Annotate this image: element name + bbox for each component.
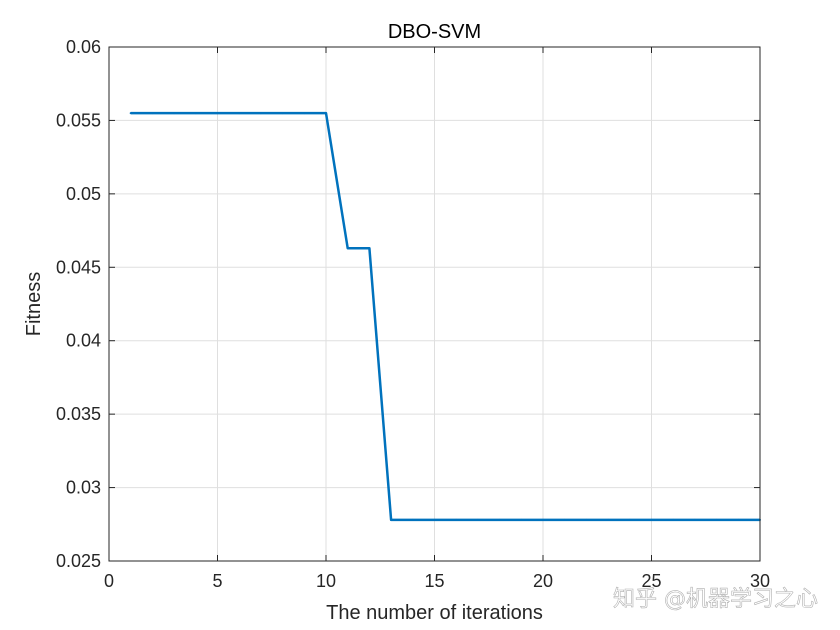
data-point <box>455 518 458 521</box>
x-tick-label: 30 <box>750 571 770 591</box>
data-point <box>498 518 501 521</box>
data-point <box>693 518 696 521</box>
data-point <box>259 112 262 115</box>
data-point <box>173 112 176 115</box>
data-point <box>411 518 414 521</box>
data-point <box>390 518 393 521</box>
x-tick-label: 25 <box>641 571 661 591</box>
y-tick-label: 0.04 <box>66 331 101 351</box>
data-point <box>520 518 523 521</box>
data-point <box>476 518 479 521</box>
data-point <box>216 112 219 115</box>
x-tick-label: 20 <box>533 571 553 591</box>
data-point <box>346 247 349 250</box>
data-point <box>194 112 197 115</box>
data-point <box>281 112 284 115</box>
data-point <box>628 518 631 521</box>
y-tick-label: 0.055 <box>56 110 101 130</box>
y-tick-label: 0.035 <box>56 404 101 424</box>
series-layer <box>129 111 761 522</box>
data-point <box>151 112 154 115</box>
x-axis-title: The number of iterations <box>326 602 543 624</box>
y-tick-labels: 0.025 0.03 0.035 0.04 0.045 0.05 0.055 0.06 <box>56 37 101 571</box>
data-point <box>325 112 327 115</box>
data-point <box>303 112 306 115</box>
data-point <box>542 518 544 521</box>
x-tick-label: 10 <box>316 571 336 591</box>
data-point <box>585 518 588 521</box>
data-point <box>715 518 718 521</box>
x-tick-label: 15 <box>424 571 444 591</box>
data-point <box>368 247 371 250</box>
tick-marks <box>108 46 761 562</box>
series-line-0 <box>130 111 760 522</box>
x-tick-label: 0 <box>104 571 114 591</box>
y-axis-title: Fitness <box>23 272 45 336</box>
x-tick-label: 5 <box>212 571 222 591</box>
data-point <box>650 518 653 521</box>
data-point <box>563 518 566 521</box>
data-point <box>672 518 675 521</box>
data-point <box>238 112 241 115</box>
chart-title: DBO-SVM <box>388 21 481 43</box>
watermark: 知乎 @机器学习之心 <box>613 587 818 612</box>
data-point <box>737 518 740 521</box>
y-tick-label: 0.045 <box>56 257 101 277</box>
y-tick-label: 0.025 <box>56 551 101 571</box>
y-tick-label: 0.06 <box>66 37 101 57</box>
y-tick-label: 0.05 <box>66 184 101 204</box>
y-tick-label: 0.03 <box>66 478 101 498</box>
data-point <box>607 518 610 521</box>
x-tick-labels: 0 5 10 15 20 25 30 <box>104 571 770 591</box>
data-point <box>433 518 436 521</box>
data-point <box>129 112 132 115</box>
